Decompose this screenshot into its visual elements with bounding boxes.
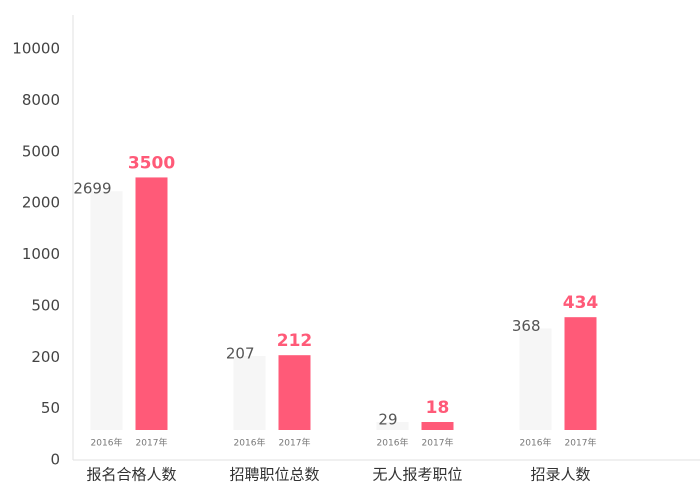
y-tick-label: 8000 — [22, 91, 60, 109]
y-tick-label: 1000 — [22, 245, 60, 263]
value-label: 212 — [277, 331, 313, 351]
y-tick-label: 200 — [31, 348, 60, 366]
value-label: 29 — [378, 411, 397, 429]
bar-sub-label: 2017年 — [565, 437, 597, 449]
bar-sub-label: 2017年 — [136, 437, 168, 449]
bar — [90, 191, 123, 430]
bar — [564, 317, 597, 430]
y-tick-label: 0 — [50, 451, 60, 469]
bar-sub-label: 2016年 — [234, 437, 266, 449]
bar-sub-label: 2017年 — [422, 437, 454, 449]
bar — [233, 356, 266, 430]
bar — [376, 422, 409, 430]
x-tick-label: 报名合格人数 — [86, 466, 176, 484]
value-label: 2699 — [73, 180, 111, 198]
x-tick-label: 招聘职位总数 — [229, 466, 319, 484]
bar-sub-label: 2016年 — [91, 437, 123, 449]
x-tick-label: 招录人数 — [530, 466, 590, 484]
value-label: 207 — [226, 345, 255, 363]
y-tick-label: 10000 — [12, 40, 60, 58]
y-tick-label: 50 — [41, 399, 60, 417]
bar — [278, 355, 311, 430]
y-tick-label: 5000 — [22, 142, 60, 160]
bar-sub-label: 2017年 — [279, 437, 311, 449]
y-tick-label: 500 — [31, 296, 60, 314]
value-label: 368 — [512, 317, 541, 335]
x-tick-label: 无人报考职位 — [372, 466, 462, 484]
bar-sub-label: 2016年 — [377, 437, 409, 449]
value-label: 18 — [426, 398, 450, 418]
bar — [421, 422, 454, 430]
bar-sub-label: 2016年 — [520, 437, 552, 449]
bar — [135, 177, 168, 430]
bar — [519, 328, 552, 430]
value-label: 3500 — [128, 153, 175, 173]
y-tick-label: 2000 — [22, 194, 60, 212]
value-label: 434 — [563, 293, 599, 313]
